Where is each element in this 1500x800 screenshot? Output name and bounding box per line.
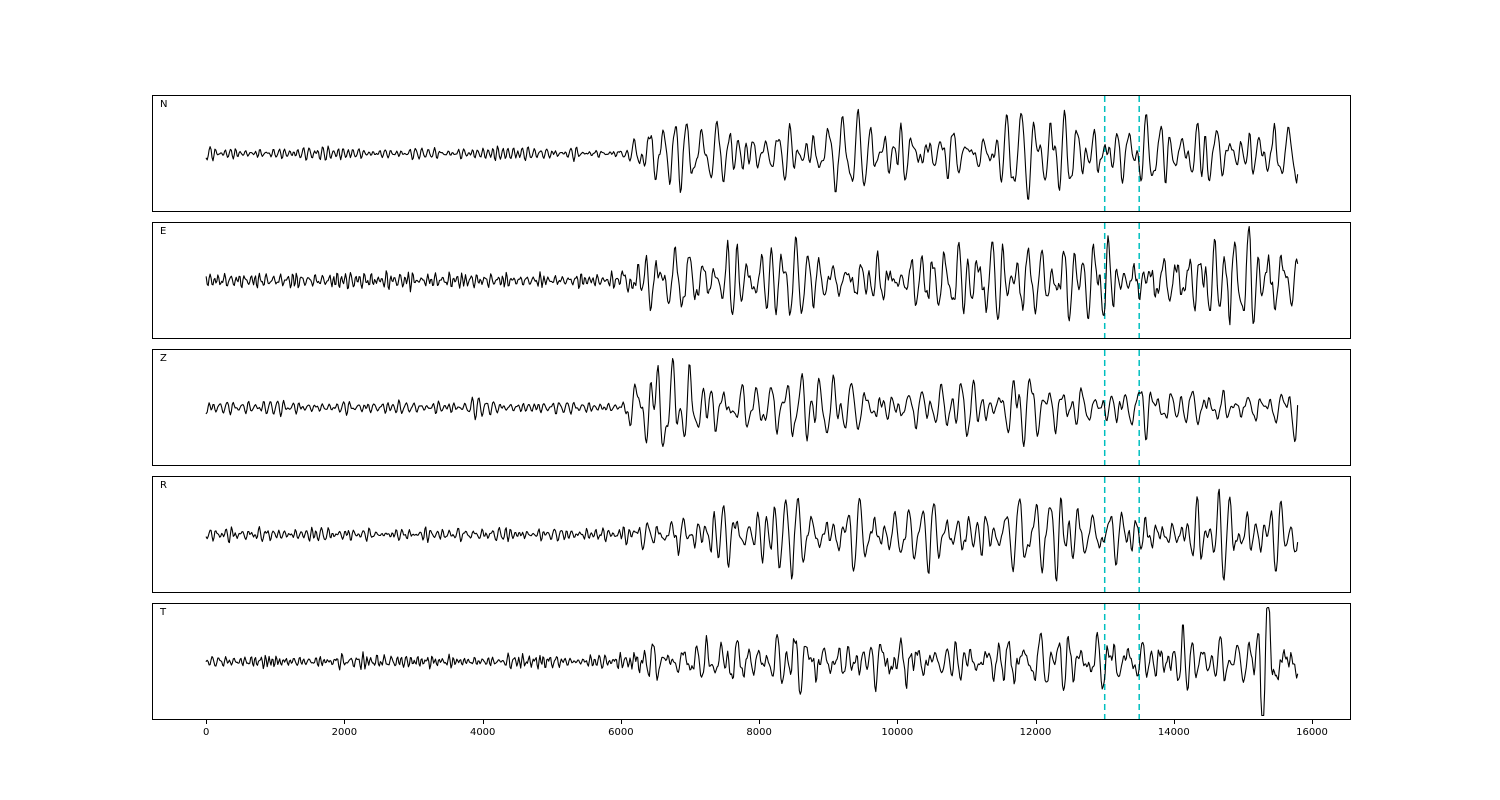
x-tick-mark: [482, 720, 484, 724]
x-tick-mark: [620, 720, 622, 724]
waveform-trace: [205, 108, 1299, 200]
trace-label-t: T: [160, 607, 167, 618]
x-tick-label: 10000: [881, 727, 914, 738]
subplot-trace-e: E: [152, 222, 1351, 339]
subplot-trace-t: T: [152, 603, 1351, 720]
x-tick-mark: [1035, 720, 1037, 724]
x-tick-label: 0: [203, 727, 210, 738]
waveform-plot-r: [205, 477, 1299, 592]
x-tick-label: 6000: [608, 727, 634, 738]
x-tick-mark: [897, 720, 899, 724]
waveform-plot-n: [205, 96, 1299, 211]
trace-label-n: N: [160, 99, 168, 110]
x-tick-label: 14000: [1157, 727, 1190, 738]
subplot-trace-n: N: [152, 95, 1351, 212]
subplot-trace-z: Z: [152, 349, 1351, 466]
x-tick-label: 12000: [1019, 727, 1052, 738]
x-tick-label: 2000: [331, 727, 358, 738]
x-tick-label: 4000: [469, 727, 496, 738]
waveform-trace: [205, 606, 1299, 717]
x-tick-label: 16000: [1296, 727, 1328, 738]
x-tick-mark: [206, 720, 208, 724]
x-tick-mark: [1173, 720, 1175, 724]
x-tick-label: 8000: [746, 727, 772, 738]
x-tick-mark: [344, 720, 346, 724]
waveform-plot-z: [205, 350, 1299, 465]
subplot-trace-r: R: [152, 476, 1351, 593]
waveform-trace: [205, 357, 1299, 448]
waveform-plot-e: [205, 223, 1299, 338]
trace-label-z: Z: [160, 353, 167, 364]
trace-label-r: R: [160, 480, 167, 491]
waveform-plot-t: [205, 604, 1299, 719]
x-tick-mark: [1312, 720, 1313, 724]
trace-label-e: E: [160, 226, 167, 237]
waveform-trace: [205, 488, 1299, 582]
x-tick-mark: [759, 720, 761, 724]
waveform-trace: [205, 225, 1299, 326]
